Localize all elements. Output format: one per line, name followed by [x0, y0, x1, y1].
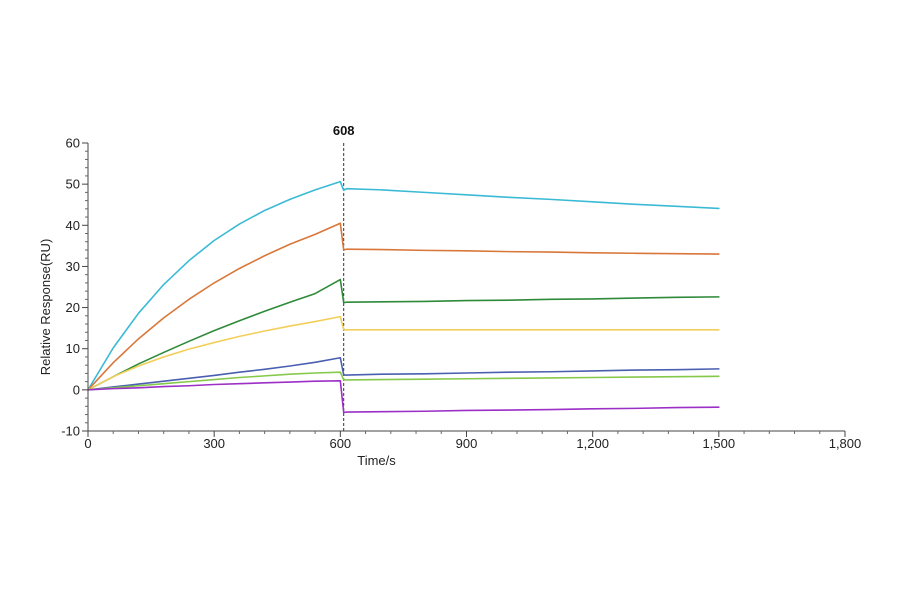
y-tick-label: 10 [66, 341, 80, 356]
y-tick-label: 40 [66, 218, 80, 233]
series-line-4 [87, 315, 720, 391]
y-tick-label: -10 [61, 424, 80, 439]
x-tick-label: 1,200 [576, 436, 609, 451]
x-tick-label: 1,500 [703, 436, 736, 451]
x-tick-label: 300 [203, 436, 225, 451]
y-tick-label: 30 [66, 259, 80, 274]
axes-layer [87, 143, 845, 432]
y-tick-label: 0 [73, 382, 80, 397]
y-tick-label: 20 [66, 300, 80, 315]
x-tick-label: 600 [329, 436, 351, 451]
x-axis-title: Time/s [357, 453, 396, 468]
series-line-2 [87, 222, 720, 391]
series-line-5 [87, 356, 720, 391]
x-tick-label: 0 [84, 436, 91, 451]
y-axis-title: Relative Response(RU) [38, 239, 53, 376]
series-line-3 [87, 278, 720, 391]
y-tick-label: 60 [66, 136, 80, 151]
series-line-6 [87, 371, 720, 391]
x-tick-label: 1,800 [829, 436, 862, 451]
x-tick-label: 900 [456, 436, 478, 451]
series-line-1 [87, 180, 720, 391]
y-tick-label: 50 [66, 177, 80, 192]
series-layer [87, 180, 720, 414]
marker-line-label: 608 [333, 123, 355, 138]
series-line-7 [87, 380, 720, 414]
